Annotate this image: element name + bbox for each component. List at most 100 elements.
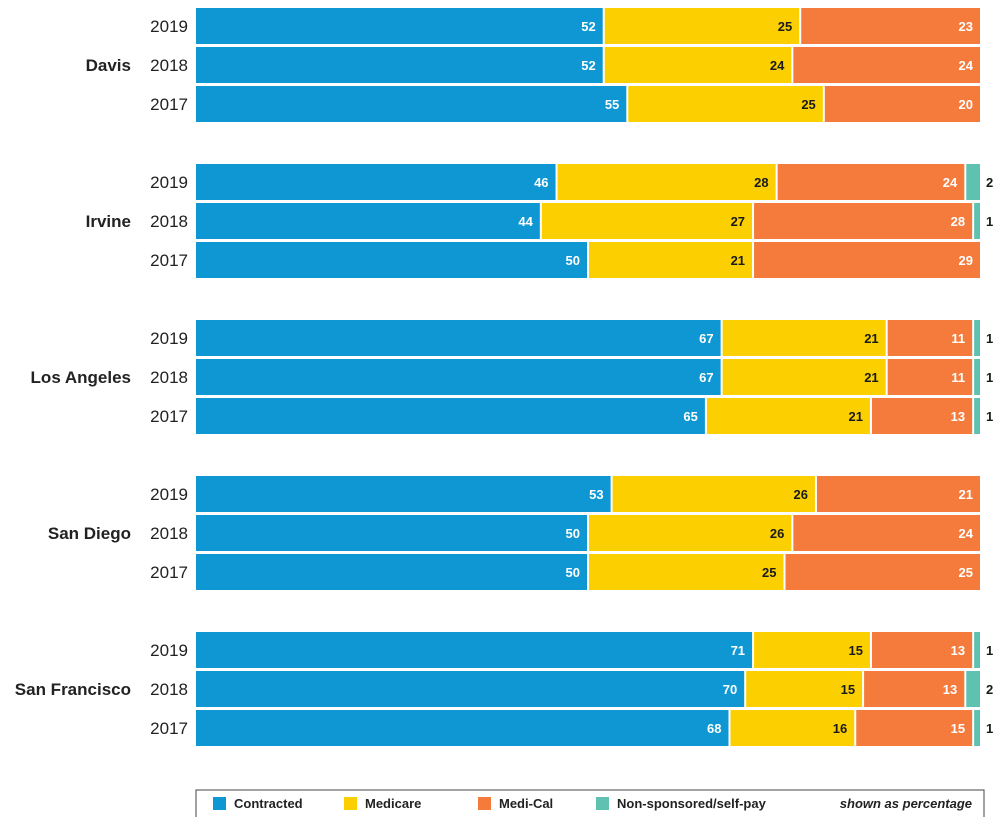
bar-segment-non-sponsored-self-pay: [974, 320, 980, 356]
bar-segment-non-sponsored-self-pay: [974, 203, 980, 239]
bar-segment-contracted: [196, 515, 587, 551]
bar-segment-medi-cal: [785, 554, 980, 590]
bar-segment-contracted: [196, 359, 721, 395]
bar-segment-medi-cal: [777, 164, 965, 200]
bar-segment-medicare: [746, 671, 863, 707]
bar-segment-contracted: [196, 476, 611, 512]
data-label: 1: [986, 643, 993, 658]
unit-note: shown as percentage: [840, 796, 972, 811]
bar-segment-medicare: [706, 398, 870, 434]
data-label: 25: [778, 19, 792, 34]
bar-segment-non-sponsored-self-pay: [974, 398, 980, 434]
data-label: 21: [731, 253, 745, 268]
bar-segment-medicare: [557, 164, 776, 200]
data-label: 25: [959, 565, 973, 580]
bar-segment-medicare: [722, 359, 886, 395]
bar-segment-medicare: [604, 47, 792, 83]
bar-segment-medi-cal: [816, 476, 980, 512]
data-label: 65: [683, 409, 697, 424]
bar-segment-contracted: [196, 8, 603, 44]
data-label: 71: [731, 643, 745, 658]
data-label: 21: [848, 409, 862, 424]
year-label: 2019: [150, 485, 188, 504]
group-label: Irvine: [86, 212, 131, 231]
bar-segment-non-sponsored-self-pay: [974, 359, 980, 395]
group-label: San Diego: [48, 524, 131, 543]
data-label: 52: [581, 19, 595, 34]
data-label: 26: [793, 487, 807, 502]
data-label: 67: [699, 331, 713, 346]
bar-segment-medi-cal: [856, 710, 973, 746]
bar-group-davis: Davis 2019 52 25 23 2018 52 24 24 2017 55 25 20: [86, 8, 980, 122]
year-label: 2017: [150, 251, 188, 270]
year-label: 2018: [150, 56, 188, 75]
bar-segment-contracted: [196, 632, 753, 668]
data-label: 13: [951, 643, 965, 658]
year-label: 2018: [150, 212, 188, 231]
data-label: 46: [534, 175, 548, 190]
bar-segment-medicare: [589, 554, 784, 590]
bar-segment-medicare: [628, 86, 823, 122]
bar-segment-contracted: [196, 320, 721, 356]
data-label: 21: [864, 331, 878, 346]
bar-segment-medi-cal: [801, 8, 980, 44]
bar-segment-medi-cal: [793, 515, 980, 551]
bar-segment-medi-cal: [754, 203, 973, 239]
data-label: 15: [951, 721, 965, 736]
legend-frame: [195, 789, 985, 817]
data-label: 28: [951, 214, 965, 229]
group-label: Los Angeles: [31, 368, 131, 387]
data-label: 11: [951, 331, 965, 346]
bar-segment-non-sponsored-self-pay: [974, 710, 980, 746]
data-label: 16: [833, 721, 847, 736]
bar-segment-non-sponsored-self-pay: [966, 164, 980, 200]
data-label: 50: [566, 253, 580, 268]
year-label: 2018: [150, 524, 188, 543]
bar-segment-medi-cal: [871, 398, 973, 434]
year-label: 2019: [150, 17, 188, 36]
bar-segment-contracted: [196, 554, 587, 590]
bar-segment-contracted: [196, 671, 745, 707]
data-label: 25: [762, 565, 776, 580]
data-label: 44: [518, 214, 533, 229]
bar-segment-medicare: [604, 8, 800, 44]
bar-segment-medi-cal: [793, 47, 980, 83]
data-label: 15: [848, 643, 862, 658]
legend: Contracted Medicare Medi-Cal Non-sponsored/…: [195, 789, 985, 817]
year-label: 2018: [150, 368, 188, 387]
data-label: 50: [566, 565, 580, 580]
bar-segment-contracted: [196, 164, 556, 200]
bar-segment-medicare: [730, 710, 855, 746]
group-label: Davis: [86, 56, 131, 75]
data-label: 23: [959, 19, 973, 34]
bar-segment-medi-cal: [824, 86, 980, 122]
data-label: 21: [864, 370, 878, 385]
data-label: 1: [986, 721, 993, 736]
year-label: 2017: [150, 407, 188, 426]
legend-label: Non-sponsored/self-pay: [617, 796, 767, 811]
legend-swatch: [344, 797, 357, 810]
data-label: 24: [943, 175, 958, 190]
bar-segment-medicare: [754, 632, 870, 668]
bar-segment-medi-cal: [871, 632, 973, 668]
data-label: 29: [959, 253, 973, 268]
bar-segment-medicare: [722, 320, 886, 356]
bar-segment-medicare: [589, 242, 753, 278]
data-label: 1: [986, 331, 993, 346]
data-label: 68: [707, 721, 721, 736]
legend-label: Medicare: [365, 796, 421, 811]
bar-segment-medi-cal: [887, 320, 973, 356]
year-label: 2019: [150, 641, 188, 660]
year-label: 2017: [150, 95, 188, 114]
data-label: 24: [959, 526, 974, 541]
bar-segment-contracted: [196, 86, 627, 122]
legend-swatch: [213, 797, 226, 810]
legend-label: Medi-Cal: [499, 796, 553, 811]
data-label: 67: [699, 370, 713, 385]
bar-segment-medi-cal: [864, 671, 965, 707]
bar-group-san-francisco: San Francisco 2019 71 15 13 1 2018 70 15 13 2 2017 6…: [15, 632, 993, 746]
data-label: 2: [986, 682, 993, 697]
data-label: 2: [986, 175, 993, 190]
data-label: 55: [605, 97, 619, 112]
